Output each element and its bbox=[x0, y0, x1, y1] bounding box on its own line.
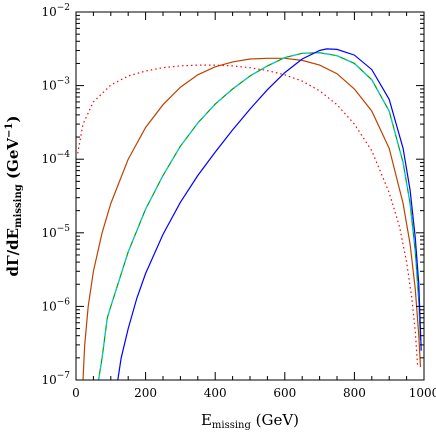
x-axis-label: Emissing (GeV) bbox=[201, 411, 299, 431]
y-tick-label: 10−7 bbox=[41, 371, 70, 387]
series-line-3 bbox=[98, 52, 422, 380]
y-tick-label: 10−3 bbox=[41, 77, 70, 93]
series-curves bbox=[77, 48, 422, 380]
axis-ticks bbox=[75, 11, 425, 381]
y-tick-label: 10−6 bbox=[41, 297, 70, 313]
y-tick-label: 10−4 bbox=[41, 150, 70, 166]
x-tick-label: 800 bbox=[343, 386, 366, 400]
x-tick-label: 400 bbox=[204, 386, 227, 400]
x-tick-label: 600 bbox=[273, 386, 296, 400]
series-line-2 bbox=[82, 57, 422, 380]
x-tick-label: 200 bbox=[134, 386, 157, 400]
y-tick-label: 10−2 bbox=[41, 3, 70, 19]
plot-frame bbox=[75, 11, 425, 381]
x-tick-label: 0 bbox=[72, 386, 80, 400]
y-axis-label: dΓ/dEmissing (GeV−1) bbox=[4, 115, 24, 276]
y-tick-label: 10−5 bbox=[41, 224, 70, 240]
tick-labels: 0 200 400 600 800 1000 10−7 10−6 10−5 10−4 10−3 10−… bbox=[41, 3, 436, 400]
series-line-5 bbox=[117, 48, 422, 380]
series-line-4 bbox=[98, 52, 422, 380]
x-tick-label: 1000 bbox=[409, 386, 436, 400]
series-line-1 bbox=[77, 64, 419, 368]
